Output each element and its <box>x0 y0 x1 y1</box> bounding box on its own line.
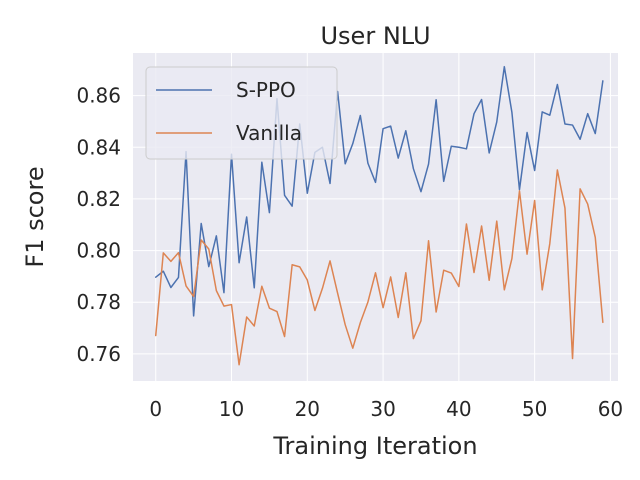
series-layer <box>154 65 604 366</box>
x-tick-label: 40 <box>446 397 471 421</box>
x-axis-label: Training Iteration <box>272 432 477 460</box>
x-axis-ticks: 0 10 20 30 40 50 60 <box>149 397 623 421</box>
y-tick-label: 0.78 <box>76 290 121 314</box>
x-tick-label: 60 <box>598 397 623 421</box>
legend: S-PPO Vanilla <box>145 66 338 160</box>
y-tick-label: 0.86 <box>76 84 121 108</box>
series-line-vanilla <box>154 169 604 366</box>
y-tick-label: 0.76 <box>76 342 121 366</box>
x-tick-label: 50 <box>522 397 547 421</box>
x-tick-label: 30 <box>370 397 395 421</box>
legend-label-s-ppo: S-PPO <box>236 78 296 102</box>
legend-label-vanilla: Vanilla <box>236 121 302 145</box>
x-tick-label: 20 <box>295 397 320 421</box>
x-tick-label: 0 <box>149 397 162 421</box>
chart-title: User NLU <box>320 22 430 50</box>
y-tick-label: 0.80 <box>76 239 121 263</box>
y-tick-label: 0.82 <box>76 187 121 211</box>
y-axis-label: F1 score <box>21 166 49 267</box>
x-tick-label: 10 <box>219 397 244 421</box>
y-axis-ticks: 0.76 0.78 0.80 0.82 0.84 0.86 <box>76 84 121 366</box>
series-line-s-ppo <box>154 65 604 317</box>
y-tick-label: 0.84 <box>76 135 121 159</box>
